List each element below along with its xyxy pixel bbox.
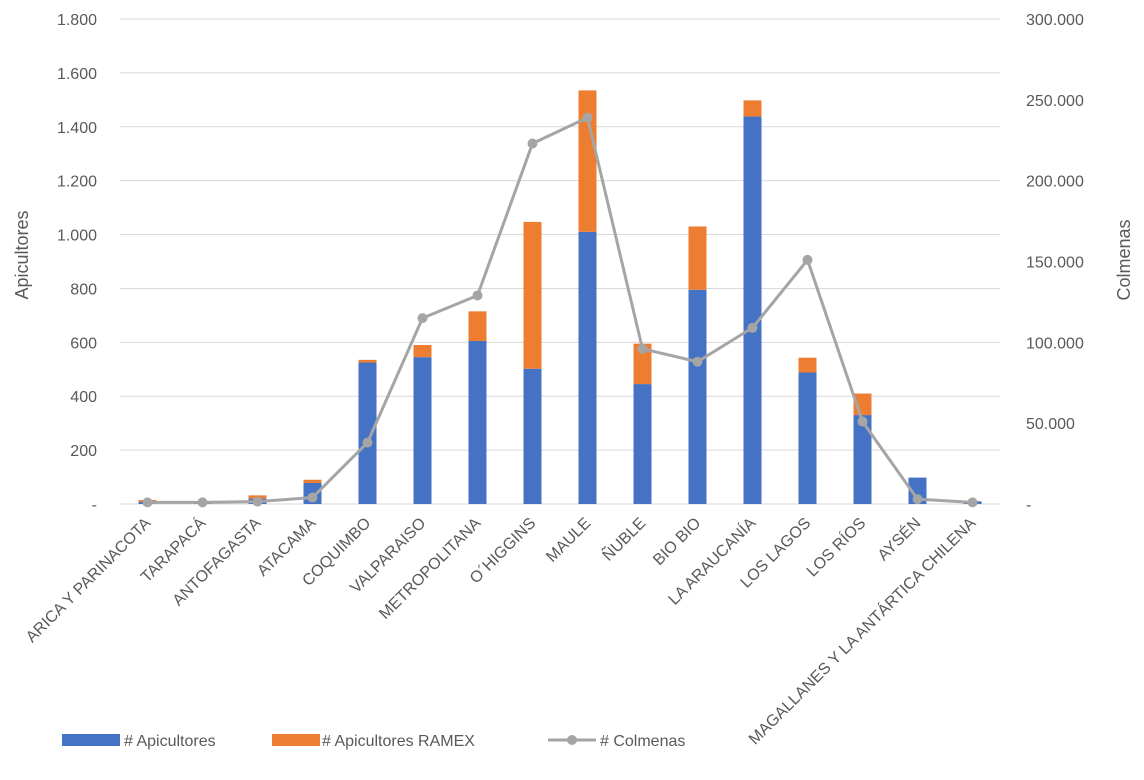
y2-tick-label: 200.000 bbox=[1026, 174, 1084, 191]
point-colmenas bbox=[142, 497, 153, 508]
y2-tick-label: 250.000 bbox=[1026, 93, 1084, 110]
bar-apicultores bbox=[743, 116, 762, 505]
bar-apicultores-ramex bbox=[633, 343, 652, 385]
bar-apicultores bbox=[798, 372, 817, 504]
y-tick-label: 1.600 bbox=[57, 66, 97, 83]
point-colmenas bbox=[472, 290, 483, 301]
x-tick-label: LOS RÍOS bbox=[802, 513, 869, 580]
legend-swatch-colmenas-marker bbox=[567, 735, 577, 745]
y-tick-label: 800 bbox=[70, 281, 97, 298]
bar-apicultores bbox=[413, 357, 432, 504]
bar-apicultores bbox=[853, 415, 872, 504]
x-tick-label: ÑUBLE bbox=[597, 513, 649, 565]
point-colmenas bbox=[637, 343, 648, 354]
point-colmenas bbox=[802, 254, 813, 265]
x-tick-label: MAULE bbox=[543, 515, 594, 566]
bar-apicultores-ramex bbox=[798, 357, 817, 373]
bar-apicultores-ramex bbox=[523, 221, 542, 369]
point-colmenas bbox=[417, 313, 428, 324]
x-tick-label: METROPOLITANA bbox=[376, 515, 484, 623]
y-tick-label: 600 bbox=[70, 335, 97, 352]
y2-tick-label: 100.000 bbox=[1026, 335, 1084, 352]
point-colmenas bbox=[252, 496, 263, 507]
point-colmenas bbox=[912, 494, 923, 505]
y2-axis-title: Colmenas bbox=[1114, 219, 1134, 300]
point-colmenas bbox=[527, 138, 538, 149]
y-tick-label: 1.000 bbox=[57, 228, 97, 245]
y2-tick-label: 50.000 bbox=[1026, 416, 1075, 433]
bar-apicultores bbox=[578, 231, 597, 504]
point-colmenas bbox=[197, 497, 208, 508]
bar-apicultores-ramex bbox=[468, 311, 487, 341]
bar-apicultores bbox=[468, 340, 487, 504]
y-tick-label: 1.800 bbox=[57, 12, 97, 29]
legend-swatch-apicultores bbox=[62, 734, 120, 746]
legend-swatch-apicultores-ramex bbox=[272, 734, 320, 746]
y-tick-label: 1.200 bbox=[57, 174, 97, 191]
point-colmenas bbox=[747, 322, 758, 333]
legend-label-apicultores: # Apicultores bbox=[124, 733, 216, 750]
y-axis-title: Apicultores bbox=[12, 210, 32, 299]
point-colmenas bbox=[307, 492, 318, 503]
y-tick-label: - bbox=[92, 497, 97, 514]
y2-tick-label: 300.000 bbox=[1026, 12, 1084, 29]
x-tick-label: BIO BIO bbox=[650, 515, 704, 569]
bar-apicultores-ramex bbox=[358, 359, 377, 363]
x-tick-label: AYSÉN bbox=[873, 513, 924, 564]
point-colmenas bbox=[582, 112, 593, 123]
bar-apicultores-ramex bbox=[303, 479, 322, 483]
y2-tick-label: 150.000 bbox=[1026, 255, 1084, 272]
point-colmenas bbox=[857, 416, 868, 427]
bar-apicultores-ramex bbox=[413, 345, 432, 358]
point-colmenas bbox=[967, 497, 978, 508]
bar-apicultores bbox=[358, 362, 377, 504]
y-tick-label: 400 bbox=[70, 389, 97, 406]
bar-apicultores bbox=[633, 384, 652, 504]
point-colmenas bbox=[362, 437, 373, 448]
legend-label-apicultores-ramex: # Apicultores RAMEX bbox=[322, 733, 475, 750]
y-tick-label: 200 bbox=[70, 443, 97, 460]
x-tick-label: ARICA Y PARINACOTA bbox=[23, 515, 154, 646]
bar-apicultores bbox=[523, 368, 542, 504]
line-colmenas bbox=[147, 116, 973, 504]
bar-apicultores bbox=[688, 289, 707, 504]
bar-apicultores-ramex bbox=[688, 226, 707, 290]
y2-tick-label: - bbox=[1026, 497, 1031, 514]
point-colmenas bbox=[692, 356, 703, 367]
y-tick-label: 1.400 bbox=[57, 120, 97, 137]
bar-apicultores-ramex bbox=[743, 100, 762, 117]
legend-label-colmenas: # Colmenas bbox=[600, 733, 685, 750]
bar-apicultores-ramex bbox=[578, 90, 597, 232]
